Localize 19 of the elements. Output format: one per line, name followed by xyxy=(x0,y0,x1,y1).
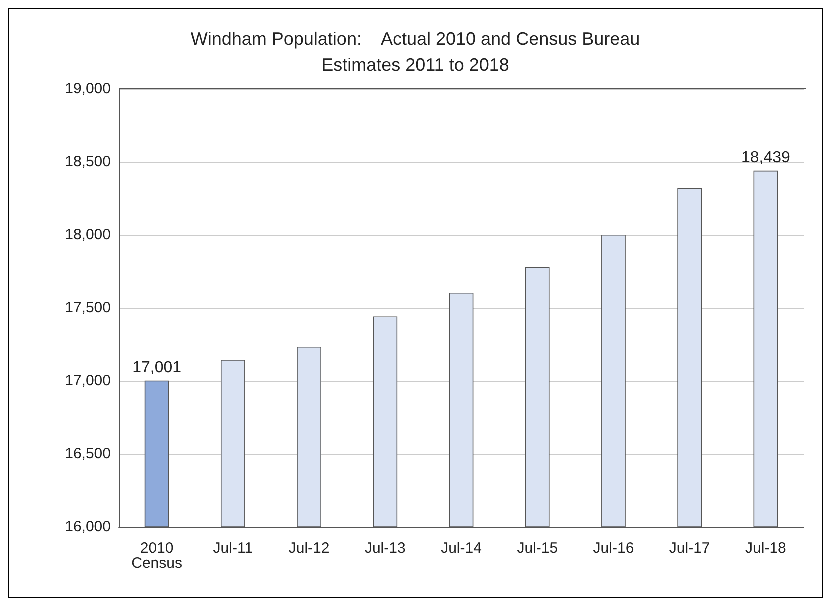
y-tick-label: 17,000 xyxy=(65,372,111,390)
x-tick-label: Jul-15 xyxy=(517,540,558,557)
x-tick-label: Jul-17 xyxy=(669,540,710,557)
x-tick-label: Jul-12 xyxy=(288,540,330,557)
x-tick-label: Jul-14 xyxy=(441,540,482,557)
y-tick-label: 18,500 xyxy=(65,154,111,170)
y-tick-label: 17,500 xyxy=(65,300,111,316)
y-tick-label: 16,500 xyxy=(65,446,111,462)
y-tick-label: 16,000 xyxy=(65,518,111,536)
chart-title: Windham Population: Actual 2010 and Census Bureau Estimates 2011 to 2018 xyxy=(190,29,640,75)
y-tick-label: 19,000 xyxy=(65,80,111,98)
x-tick-label: Jul-13 xyxy=(364,540,406,557)
data-label: 18,439 xyxy=(741,149,791,166)
x-tick-label: 2010 Census xyxy=(132,540,182,572)
data-label: 17,001 xyxy=(132,359,182,376)
x-tick-label: Jul-18 xyxy=(746,540,786,557)
x-tick-label: Jul-16 xyxy=(593,540,634,557)
y-tick-label: 18,000 xyxy=(65,226,111,244)
x-tick-label: Jul-11 xyxy=(213,540,254,557)
